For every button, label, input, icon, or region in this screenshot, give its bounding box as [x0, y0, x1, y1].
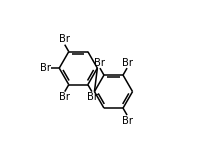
Text: Br: Br — [59, 34, 70, 44]
Text: Br: Br — [59, 92, 70, 102]
Text: Br: Br — [86, 92, 97, 102]
Text: Br: Br — [121, 116, 132, 126]
Text: Br: Br — [94, 58, 105, 68]
Text: Br: Br — [121, 58, 132, 68]
Text: Br: Br — [39, 63, 50, 73]
